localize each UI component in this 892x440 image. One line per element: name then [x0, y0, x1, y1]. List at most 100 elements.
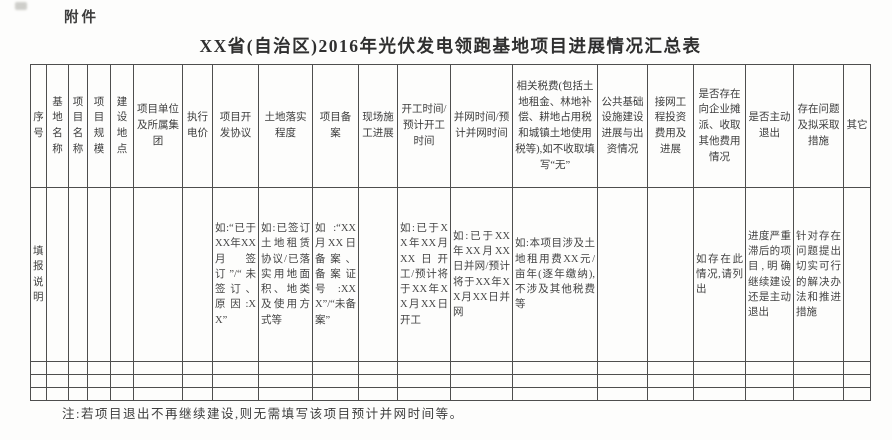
scan-artifact	[15, 2, 27, 10]
instruction-cell	[358, 187, 398, 362]
instruction-row: 填报说明 如:“已于XX年XX月签订”/“未签订、原因:XX” 如:已签订土地租赁协…	[30, 187, 871, 362]
empty-cell	[745, 374, 794, 388]
empty-cell	[110, 361, 134, 375]
empty-cell	[647, 361, 694, 375]
empty-cell	[182, 374, 213, 388]
empty-cell	[258, 374, 313, 388]
column-header: 现场施工进展	[358, 64, 398, 188]
empty-cell	[312, 387, 359, 401]
column-header: 公共基础设施建设进展与出资情况	[597, 64, 648, 188]
empty-cell	[745, 387, 794, 401]
empty-cell	[312, 374, 359, 388]
column-header: 是否主动退出	[745, 64, 794, 188]
footnote: 注:若项目退出不再继续建设,则无需填写该项目预计并网时间等。	[62, 407, 464, 421]
empty-cell	[793, 387, 844, 401]
column-header: 土地落实程度	[258, 64, 313, 188]
empty-cell	[110, 374, 134, 388]
empty-cell	[46, 387, 69, 401]
empty-cell	[46, 361, 69, 375]
empty-cell	[87, 387, 111, 401]
column-header: 执行电价	[182, 64, 213, 188]
instruction-cell: 如:已签订土地租赁协议/已落实用地面积、地类及使用方式等	[258, 187, 313, 362]
empty-cell	[793, 374, 844, 388]
empty-cell	[450, 361, 513, 375]
column-header: 建设地点	[110, 64, 134, 188]
column-header: 相关税费(包括土地租金、林地补偿、耕地占用税和城镇土地使用税等),如不收取填写“…	[512, 64, 598, 188]
column-header: 并网时间/预计并网时间	[450, 64, 513, 188]
column-header: 项目规模	[87, 64, 111, 188]
empty-cell	[512, 387, 598, 401]
column-header: 项目名称	[68, 64, 88, 188]
empty-cell	[133, 361, 183, 375]
empty-cell	[745, 361, 794, 375]
empty-cell	[843, 387, 871, 401]
empty-cell	[133, 374, 183, 388]
empty-cell	[68, 361, 88, 375]
empty-cell	[597, 374, 648, 388]
empty-cell	[182, 361, 213, 375]
column-header: 开工时间/预计开工时间	[397, 64, 451, 188]
instruction-cell: 如:“XX月XX日备案、备案证号:XXX”/“未备案”	[312, 187, 359, 362]
empty-cell	[258, 387, 313, 401]
empty-cell	[182, 387, 213, 401]
empty-cell	[212, 361, 259, 375]
empty-cell	[358, 374, 398, 388]
empty-cell	[312, 361, 359, 375]
row-label-cell: 填报说明	[30, 187, 47, 362]
table-body: 填报说明 如:“已于XX年XX月签订”/“未签订、原因:XX” 如:已签订土地租赁协…	[30, 187, 871, 401]
empty-cell	[397, 361, 451, 375]
instruction-cell: 如存在此情况,请列出	[693, 187, 746, 362]
empty-cell	[87, 361, 111, 375]
instruction-cell: 针对存在问题提出切实可行的解决办法和推进措施	[793, 187, 844, 362]
empty-cell	[512, 361, 598, 375]
table-header-row: 序号 基地名称 项目名称 项目规模 建设地点 项目单位及所属集团 执行电价 项目开发协议 土地落…	[30, 64, 871, 188]
empty-cell	[133, 387, 183, 401]
empty-cell	[843, 361, 871, 375]
empty-cell	[450, 387, 513, 401]
empty-cell	[397, 374, 451, 388]
instruction-cell	[647, 187, 694, 362]
empty-cell	[212, 374, 259, 388]
empty-row	[30, 387, 871, 401]
empty-cell	[597, 361, 648, 375]
empty-cell	[68, 387, 88, 401]
column-header: 其它	[843, 64, 871, 188]
instruction-cell	[46, 187, 69, 362]
empty-cell	[693, 374, 746, 388]
instruction-cell: 如:已于XX年XX月XX日开工/预计将于XX年XX月XX日开工	[397, 187, 451, 362]
instruction-cell	[597, 187, 648, 362]
instruction-cell	[110, 187, 134, 362]
project-progress-summary-table: 序号 基地名称 项目名称 项目规模 建设地点 项目单位及所属集团 执行电价 项目开发协议 土地落…	[30, 64, 871, 401]
empty-row	[30, 361, 871, 375]
column-header: 存在问题及拟采取措施	[793, 64, 844, 188]
instruction-cell: 如:已于XX年XX月XX日并网/预计将于XX年XX月XX日并网	[450, 187, 513, 362]
instruction-cell: 如:“已于XX年XX月签订”/“未签订、原因:XX”	[212, 187, 259, 362]
empty-cell	[30, 387, 47, 401]
empty-cell	[843, 374, 871, 388]
empty-cell	[258, 361, 313, 375]
empty-cell	[358, 361, 398, 375]
empty-cell	[87, 374, 111, 388]
instruction-cell	[843, 187, 871, 362]
page-title: XX省(自治区)2016年光伏发电领跑基地项目进展情况汇总表	[199, 36, 702, 56]
empty-cell	[647, 387, 694, 401]
empty-cell	[647, 374, 694, 388]
empty-cell	[512, 374, 598, 388]
empty-cell	[693, 387, 746, 401]
column-header: 基地名称	[46, 64, 69, 188]
instruction-cell	[182, 187, 213, 362]
instruction-cell	[68, 187, 88, 362]
column-header: 项目备案	[312, 64, 359, 188]
column-header: 是否存在向企业摊派、收取其他费用情况	[693, 64, 746, 188]
column-header: 接网工程投资费用及进展	[647, 64, 694, 188]
empty-cell	[358, 387, 398, 401]
empty-cell	[397, 387, 451, 401]
empty-cell	[597, 387, 648, 401]
attachment-label: 附件	[64, 10, 99, 26]
empty-cell	[30, 361, 47, 375]
empty-cell	[450, 374, 513, 388]
empty-cell	[110, 387, 134, 401]
empty-cell	[30, 374, 47, 388]
table-head: 序号 基地名称 项目名称 项目规模 建设地点 项目单位及所属集团 执行电价 项目开发协议 土地落…	[30, 64, 871, 188]
